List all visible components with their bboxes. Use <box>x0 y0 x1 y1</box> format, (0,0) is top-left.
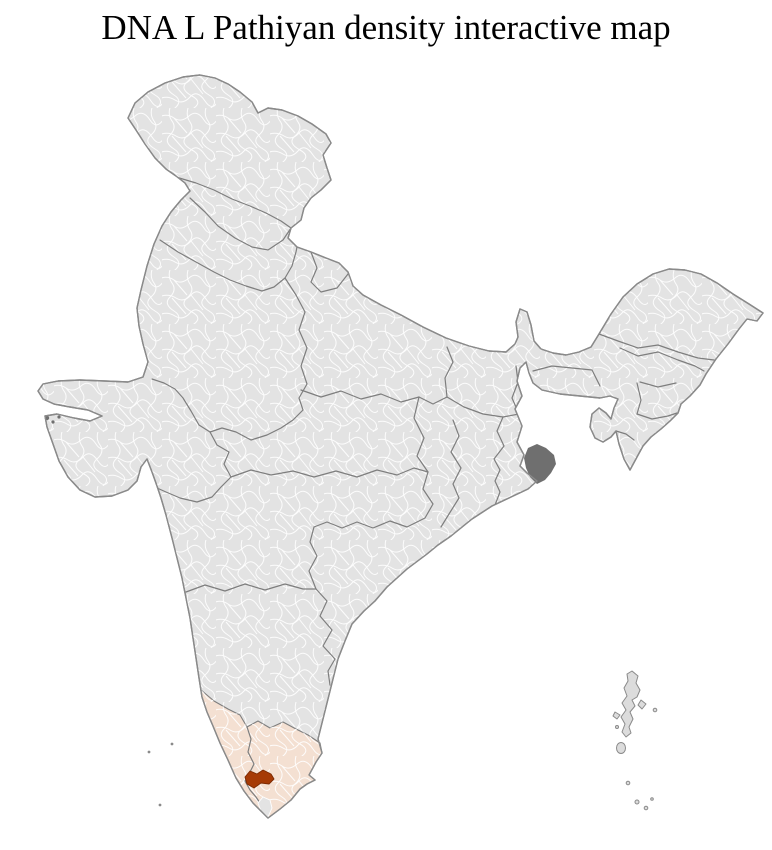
kutch-islet <box>51 420 55 424</box>
kutch-islet <box>57 415 61 419</box>
page-title: DNA L Pathiyan density interactive map <box>101 8 671 47</box>
state-borders <box>151 176 715 686</box>
mainland-districts[interactable] <box>30 65 770 835</box>
high-density-district-shape[interactable] <box>244 769 275 789</box>
andaman-nicobar-islands[interactable] <box>612 670 658 811</box>
district-borders-texture <box>38 75 763 818</box>
sundarbans-delta-patch <box>524 444 556 484</box>
lakshadweep-islands[interactable] <box>147 742 174 807</box>
